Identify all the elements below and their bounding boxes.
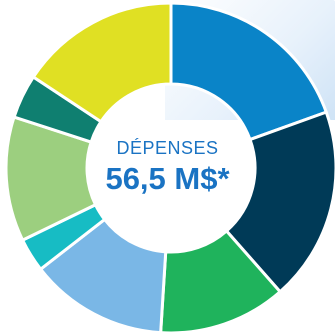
donut-slice-2 [225,110,335,294]
donut-slice-1 [169,1,328,142]
donut-slice-8 [31,1,173,124]
